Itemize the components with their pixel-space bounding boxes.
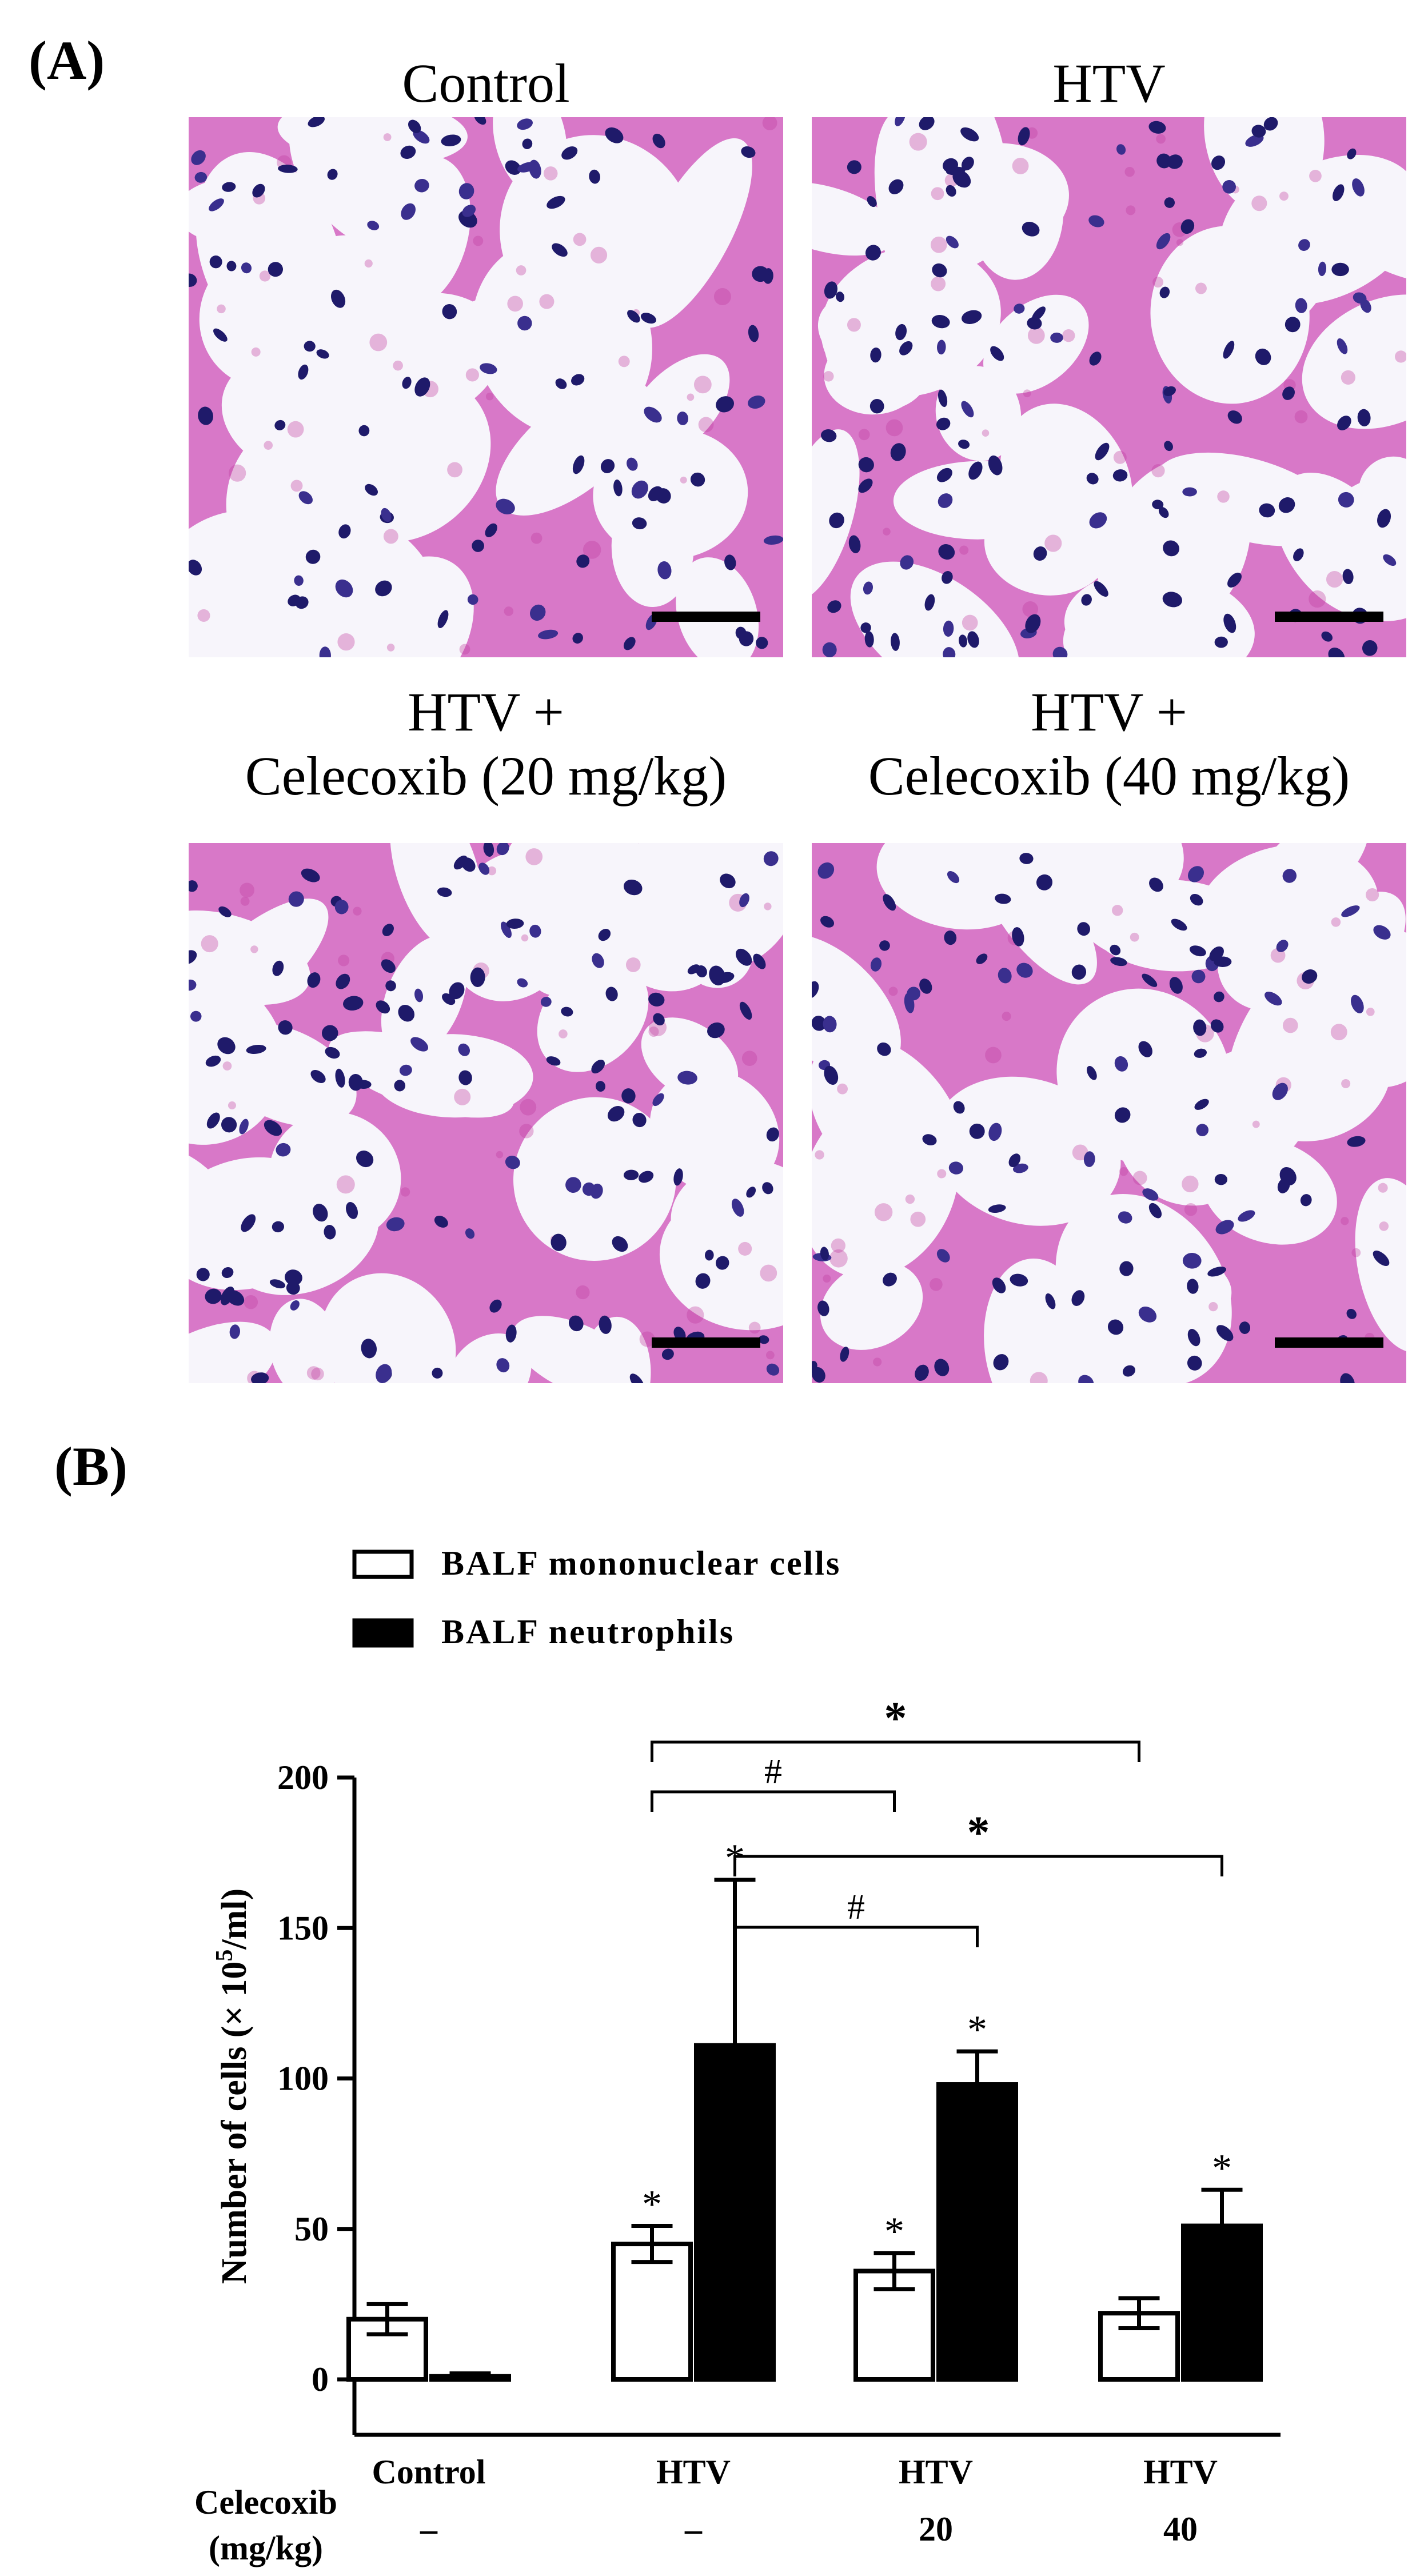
celecoxib-dose-2: 20	[919, 2510, 953, 2548]
histology-image-htv	[812, 117, 1406, 657]
panel-b-label: (B)	[54, 1436, 127, 1497]
tile-title-htv: HTV	[1052, 53, 1166, 114]
scale-bar	[652, 612, 760, 622]
celecoxib-dose-3: 40	[1163, 2510, 1198, 2548]
celecoxib-row-label-1: (mg/kg)	[209, 2529, 323, 2567]
significance-mark-s1-c3: *	[1212, 2146, 1232, 2190]
y-tick-label-4: 200	[277, 1759, 329, 1796]
alveolar-spaces	[812, 843, 1406, 1383]
comparison-bracket-1	[651, 1790, 896, 1812]
comparison-symbol-0: *	[884, 1694, 907, 1744]
panel-a-label: (A)	[29, 30, 105, 91]
y-axis-label: Number of cells (× 105/ml)	[212, 1888, 254, 2284]
cell-nuclei	[189, 843, 780, 1383]
bar-s1-c1	[694, 2043, 776, 2382]
y-tick-label-3: 150	[277, 1909, 329, 1947]
legend-label-1: BALF neutrophils	[441, 1613, 735, 1651]
septal-tint	[197, 117, 777, 655]
tile-title-control: Control	[402, 53, 570, 114]
x-tick-label-0: Control	[372, 2453, 486, 2491]
comparison-bracket-0	[651, 1740, 1140, 1762]
x-tick-label-1: HTV	[656, 2453, 731, 2491]
legend-swatch-1	[352, 1618, 414, 1648]
comparison-symbol-2: *	[967, 1808, 990, 1858]
histology-image-celecoxib-20	[189, 843, 783, 1383]
y-tick-label-2: 100	[277, 2060, 329, 2098]
histology-image-control	[189, 117, 783, 657]
comparison-bracket-2	[733, 1855, 1223, 1876]
x-tick-label-2: HTV	[899, 2453, 973, 2491]
comparison-symbol-1: #	[764, 1752, 782, 1791]
celecoxib-row-label-0: Celecoxib	[194, 2483, 337, 2521]
celecoxib-dose-0: –	[420, 2510, 438, 2548]
y-tick-label-0: 0	[312, 2361, 329, 2398]
significance-mark-s1-c2: *	[967, 2008, 987, 2052]
cell-nuclei	[812, 853, 1391, 1383]
scale-bar	[652, 1337, 760, 1348]
legend-label-0: BALF mononuclear cells	[441, 1544, 841, 1582]
bar-s1-c2	[936, 2082, 1018, 2382]
alveolar-spaces	[189, 843, 783, 1383]
comparison-symbol-3: #	[847, 1888, 865, 1927]
bar-s0-c1	[611, 2242, 693, 2382]
x-tick-label-3: HTV	[1143, 2453, 1218, 2491]
celecoxib-dose-1: –	[684, 2510, 703, 2548]
cell-nuclei	[821, 117, 1397, 657]
bar-s1-c3	[1181, 2223, 1263, 2382]
tile-title-celecoxib-20: HTV + Celecoxib (20 mg/kg)	[245, 681, 727, 806]
comparison-bracket-3	[733, 1926, 979, 1947]
cell-nuclei	[189, 117, 783, 657]
histology-image-celecoxib-40	[812, 843, 1406, 1383]
legend-swatch-0	[352, 1549, 414, 1579]
tile-title-celecoxib-40: HTV + Celecoxib (40 mg/kg)	[868, 681, 1350, 806]
alveolar-spaces	[189, 117, 759, 657]
scale-bar	[1275, 1337, 1383, 1348]
bar-chart: BALF mononuclear cells BALF neutrophils 0 5…	[194, 1544, 1281, 2567]
significance-mark-s0-c2: *	[884, 2210, 904, 2254]
bar-s1-c0	[429, 2374, 511, 2382]
scale-bar	[1275, 612, 1383, 622]
y-tick-label-1: 50	[294, 2210, 329, 2248]
significance-mark-s0-c1: *	[642, 2182, 662, 2226]
septal-tint	[815, 888, 1389, 1383]
